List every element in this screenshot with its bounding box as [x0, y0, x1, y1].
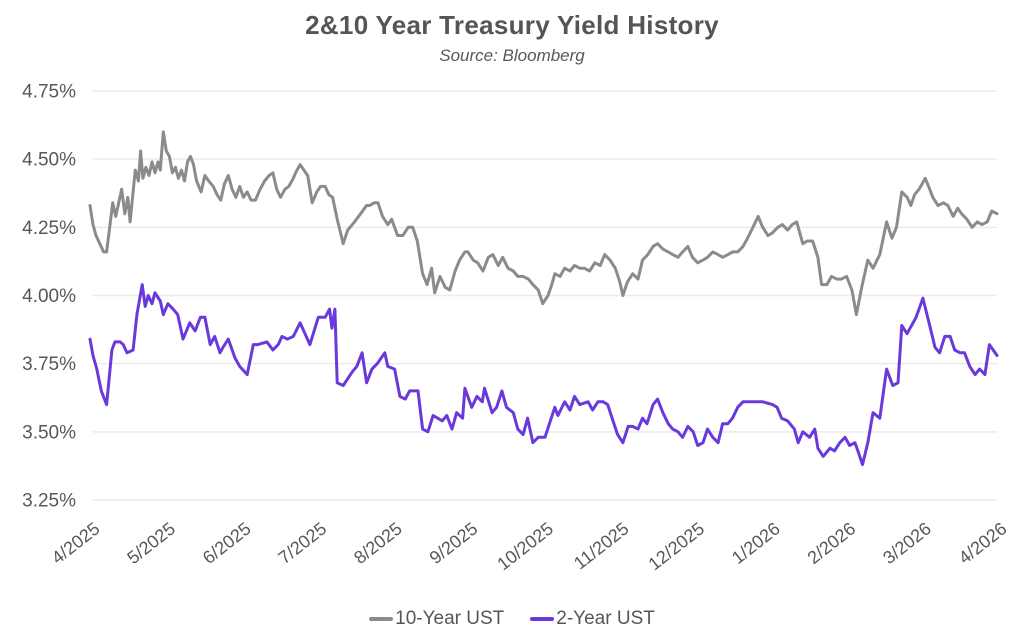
x-tick-label: 4/2026 [955, 518, 1011, 568]
chart-subtitle: Source: Bloomberg [439, 46, 585, 65]
series-line-2-year-ust [88, 283, 999, 467]
x-tick-label: 9/2025 [426, 518, 482, 568]
legend-item-2-year: 2-Year UST [530, 608, 655, 630]
y-tick-label: 4.50% [22, 150, 76, 171]
x-tick-label: 10/2025 [493, 518, 557, 574]
legend-label-2-year: 2-Year UST [556, 608, 655, 629]
y-tick-label: 4.75% [22, 82, 76, 103]
legend-swatch-2-year [530, 617, 555, 621]
legend-swatch-10-year [369, 617, 394, 621]
y-tick-label: 3.50% [22, 422, 76, 443]
x-tick-label: 11/2025 [570, 518, 633, 573]
series-line-10-year-ust [88, 130, 999, 317]
chart-title: 2&10 Year Treasury Yield History [305, 10, 719, 40]
x-tick-label: 8/2025 [350, 518, 406, 568]
y-tick-label: 4.25% [22, 218, 76, 239]
x-tick-label: 5/2025 [123, 518, 179, 568]
x-tick-label: 6/2025 [199, 518, 255, 568]
y-tick-label: 3.25% [22, 491, 76, 512]
x-tick-label: 12/2025 [645, 518, 709, 574]
y-tick-label: 3.75% [22, 354, 76, 375]
y-tick-label: 4.00% [22, 286, 76, 307]
x-tick-label: 1/2026 [728, 518, 784, 568]
x-tick-label: 4/2025 [48, 518, 104, 568]
legend: 10-Year UST 2-Year UST [0, 608, 1024, 630]
x-tick-label: 3/2026 [879, 518, 935, 568]
x-tick-label: 7/2025 [275, 518, 331, 568]
legend-label-10-year: 10-Year UST [395, 608, 505, 629]
x-tick-label: 2/2026 [804, 518, 860, 568]
legend-item-10-year: 10-Year UST [369, 608, 504, 630]
